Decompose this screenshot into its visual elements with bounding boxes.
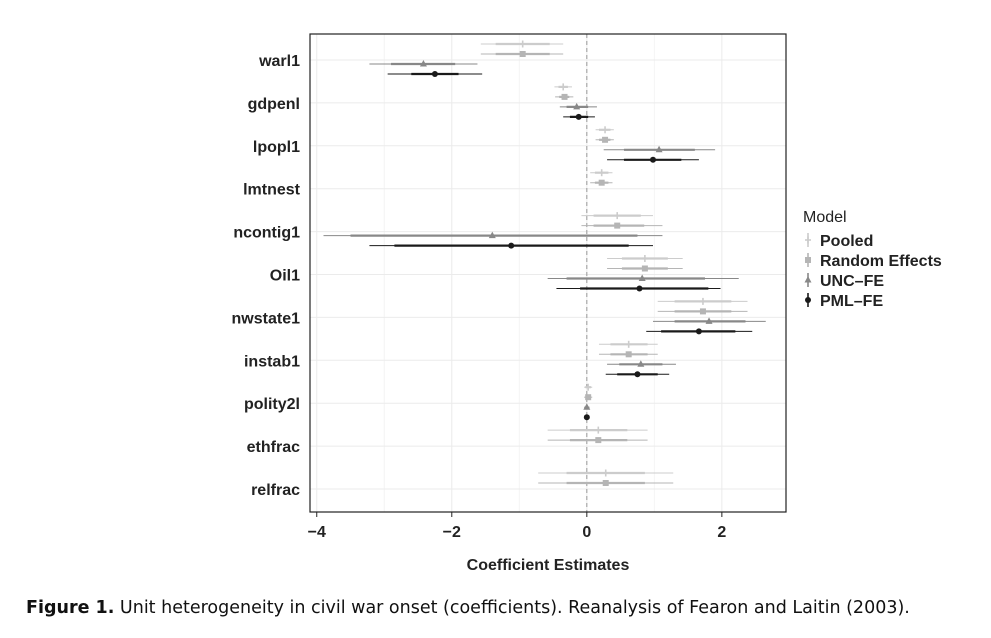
y-tick-label-relfrac: relfrac bbox=[251, 482, 300, 499]
legend-label-pml-fe: PML–FE bbox=[820, 293, 883, 310]
y-tick-label-lmtnest: lmtnest bbox=[243, 182, 301, 199]
point-unc-fe-nwstate1 bbox=[705, 317, 713, 324]
legend-label-pooled: Pooled bbox=[820, 233, 873, 250]
y-tick-label-nwstate1: nwstate1 bbox=[232, 310, 301, 327]
legend: Model Pooled Random Effects UNC–FE PML–FE bbox=[803, 209, 942, 310]
point-random-effects-nwstate1 bbox=[699, 308, 706, 315]
y-tick-label-ncontig1: ncontig1 bbox=[233, 225, 300, 242]
point-unc-fe-gdpenl bbox=[573, 102, 581, 110]
point-pml-fe-warl1 bbox=[431, 71, 438, 77]
series-random-effects bbox=[480, 51, 748, 486]
y-tick-label-ethfrac: ethfrac bbox=[247, 439, 300, 456]
x-tick-label: 2 bbox=[717, 524, 726, 541]
legend-key-marker-unc-fe bbox=[804, 276, 812, 283]
figure-caption: Figure 1. Unit heterogeneity in civil wa… bbox=[26, 598, 910, 618]
point-pooled-ncontig1 bbox=[614, 212, 621, 220]
point-pooled-gdpenl bbox=[560, 83, 567, 91]
legend-key-marker-pooled bbox=[805, 236, 811, 244]
x-tick-label: −4 bbox=[308, 524, 326, 541]
point-unc-fe-ncontig1 bbox=[488, 231, 496, 239]
point-random-effects-oil1 bbox=[641, 265, 648, 272]
legend-key-marker-pml-fe bbox=[805, 297, 811, 303]
point-unc-fe-instab1 bbox=[637, 360, 645, 367]
legend-title: Model bbox=[803, 209, 847, 226]
point-unc-fe-lpopl1 bbox=[655, 145, 663, 153]
caption-text: Unit heterogeneity in civil war onset (c… bbox=[114, 598, 910, 618]
plot-panel bbox=[310, 34, 786, 512]
point-pooled-nwstate1 bbox=[699, 297, 706, 305]
gridlines bbox=[310, 34, 786, 512]
y-tick-label-lpopl1: lpopl1 bbox=[253, 139, 300, 156]
point-random-effects-ncontig1 bbox=[614, 222, 621, 229]
point-random-effects-lmtnest bbox=[598, 179, 605, 186]
y-tick-label-warl1: warl1 bbox=[258, 53, 300, 70]
coefficient-plot: warl1 gdpenl lpopl1 lmtnest ncontig1 Oil1 nwst… bbox=[232, 33, 942, 574]
point-random-effects-instab1 bbox=[625, 351, 632, 358]
x-axis-ticks: −4 −2 0 2 bbox=[308, 512, 726, 541]
y-axis-labels: warl1 gdpenl lpopl1 lmtnest ncontig1 Oil1 nwst… bbox=[232, 53, 301, 499]
point-pooled-relfrac bbox=[602, 469, 609, 477]
point-pml-fe-oil1 bbox=[636, 285, 643, 292]
point-pooled-oil1 bbox=[641, 255, 648, 262]
x-tick-label: −2 bbox=[443, 524, 461, 541]
point-unc-fe-warl1 bbox=[419, 60, 427, 67]
point-unc-fe-polity2l bbox=[583, 403, 591, 410]
y-tick-label-oil1: Oil1 bbox=[270, 268, 300, 285]
point-random-effects-polity2l bbox=[585, 394, 592, 401]
y-tick-label-polity2l: polity2l bbox=[244, 396, 300, 413]
x-tick-label: 0 bbox=[582, 524, 591, 541]
point-pml-fe-polity2l bbox=[583, 414, 590, 421]
point-pml-fe-gdpenl bbox=[575, 113, 582, 120]
point-pml-fe-nwstate1 bbox=[695, 328, 702, 335]
y-tick-label-gdpenl: gdpenl bbox=[248, 96, 300, 113]
legend-label-random-effects: Random Effects bbox=[820, 253, 942, 270]
point-pooled-warl1 bbox=[519, 40, 526, 48]
point-pooled-lpopl1 bbox=[602, 126, 609, 134]
legend-key-marker-random-effects bbox=[805, 257, 811, 263]
point-random-effects-gdpenl bbox=[561, 93, 568, 100]
series-pooled bbox=[480, 40, 748, 477]
point-pml-fe-ncontig1 bbox=[508, 242, 515, 249]
estimate-marks bbox=[323, 40, 766, 486]
point-unc-fe-oil1 bbox=[638, 274, 646, 281]
point-random-effects-lpopl1 bbox=[602, 136, 609, 143]
point-pooled-lmtnest bbox=[598, 169, 605, 177]
plot-border bbox=[309, 33, 787, 513]
y-tick-label-instab1: instab1 bbox=[244, 353, 300, 370]
series-pml-fe bbox=[369, 71, 753, 421]
point-random-effects-warl1 bbox=[519, 51, 526, 57]
x-axis-title: Coefficient Estimates bbox=[467, 557, 630, 574]
point-random-effects-relfrac bbox=[602, 480, 609, 486]
point-pooled-ethfrac bbox=[595, 426, 602, 434]
legend-label-unc-fe: UNC–FE bbox=[820, 273, 884, 290]
point-pooled-polity2l bbox=[585, 383, 592, 391]
caption-label: Figure 1. bbox=[26, 598, 115, 618]
point-pml-fe-lpopl1 bbox=[649, 156, 656, 163]
point-pml-fe-instab1 bbox=[634, 371, 641, 378]
series-unc-fe bbox=[323, 60, 766, 410]
point-random-effects-ethfrac bbox=[595, 437, 602, 444]
point-pooled-instab1 bbox=[625, 340, 632, 348]
